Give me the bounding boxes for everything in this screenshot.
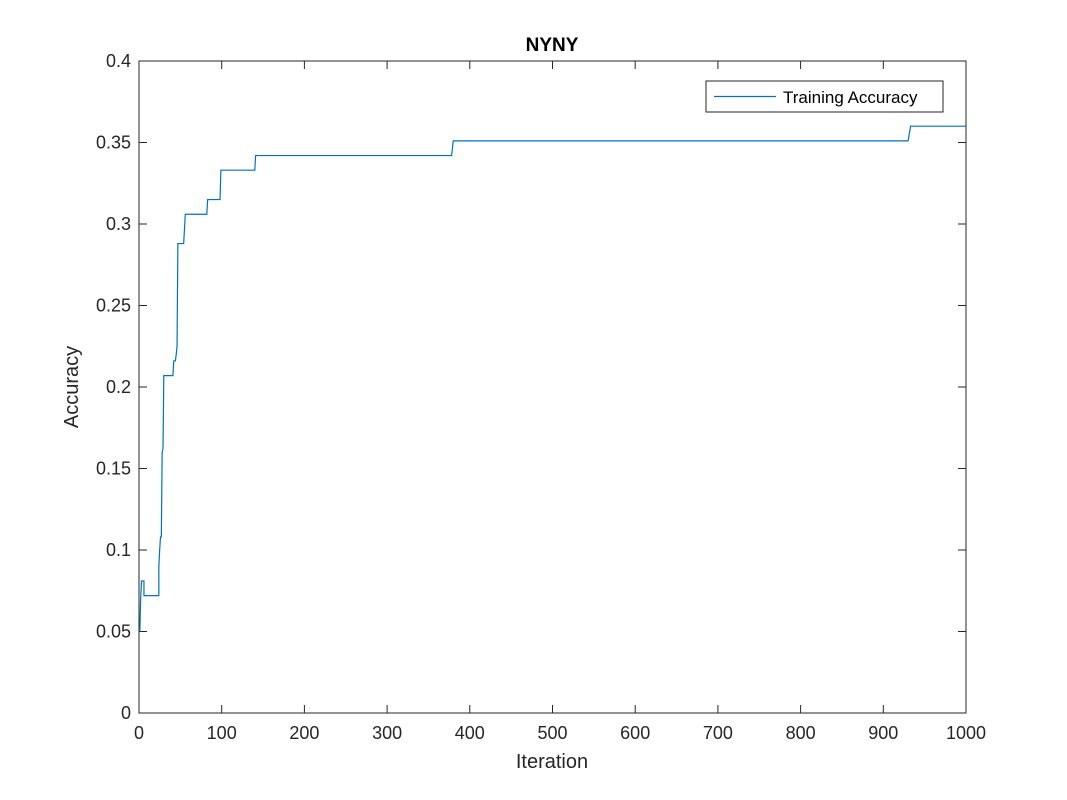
x-tick-label: 200 bbox=[289, 723, 319, 743]
y-axis-label: Accuracy bbox=[61, 346, 83, 428]
y-tick-label: 0.3 bbox=[106, 214, 131, 234]
x-tick-label: 900 bbox=[868, 723, 898, 743]
y-tick-label: 0.05 bbox=[96, 622, 131, 642]
y-tick-label: 0.35 bbox=[96, 133, 131, 153]
x-tick-label: 300 bbox=[372, 723, 402, 743]
x-tick-label: 700 bbox=[703, 723, 733, 743]
x-tick-label: 400 bbox=[455, 723, 485, 743]
x-tick-label: 600 bbox=[620, 723, 650, 743]
plot-layer: 0 100 200 300 400 500 600 700 800 900 1000 0 0.05 0.1… bbox=[96, 51, 986, 743]
x-tick-label: 0 bbox=[134, 723, 144, 743]
y-tick-label: 0.2 bbox=[106, 377, 131, 397]
x-axis-label: Iteration bbox=[516, 751, 588, 773]
y-tick-label: 0 bbox=[121, 703, 131, 723]
chart-title: NYNY bbox=[526, 35, 579, 56]
series-line-training-accuracy bbox=[139, 125, 966, 632]
x-tick-label: 1000 bbox=[946, 723, 986, 743]
x-tick-label: 500 bbox=[537, 723, 567, 743]
legend-label: Training Accuracy bbox=[783, 88, 918, 107]
plot-area bbox=[138, 60, 967, 714]
y-tick-label: 0.4 bbox=[106, 51, 131, 71]
x-tick-label: 100 bbox=[207, 723, 237, 743]
y-tick-label: 0.25 bbox=[96, 296, 131, 316]
legend: Training Accuracy bbox=[705, 80, 944, 113]
legend-box bbox=[705, 80, 944, 113]
y-tick-label: 0.1 bbox=[106, 540, 131, 560]
x-tick-label: 800 bbox=[786, 723, 816, 743]
y-tick-label: 0.15 bbox=[96, 459, 131, 479]
